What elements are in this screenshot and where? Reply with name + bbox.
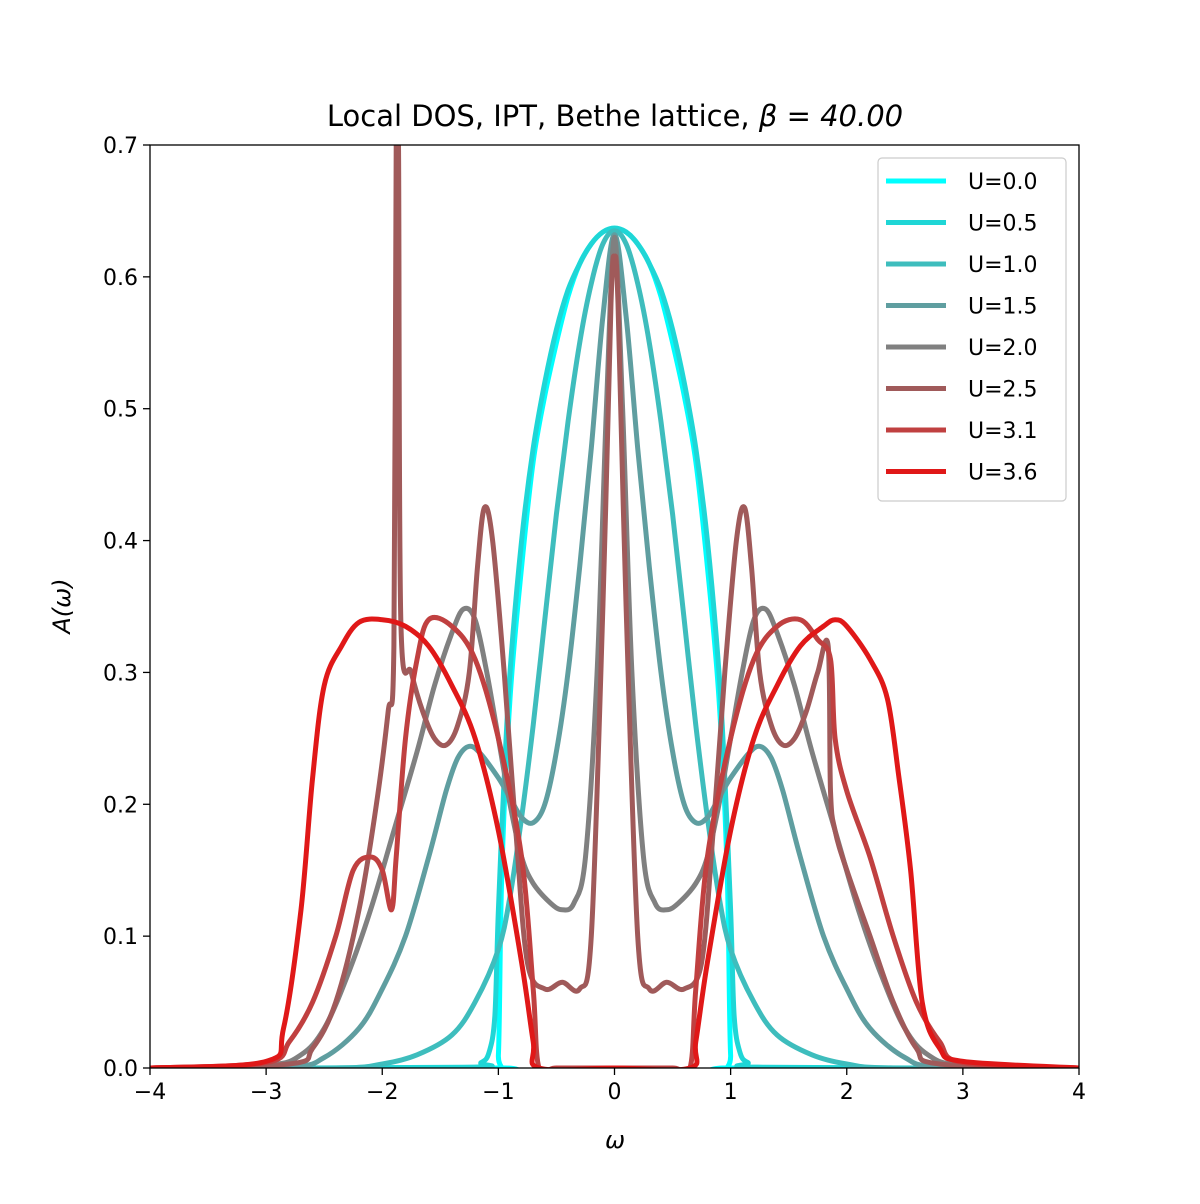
- x-tick-label: 0: [608, 1080, 622, 1105]
- series-line-u-3-1: [150, 614, 1079, 1068]
- y-axis-title: A(ω): [48, 578, 76, 635]
- x-tick-label: 1: [724, 1080, 738, 1105]
- legend: U=0.0 U=0.5 U=1.0 U=1.5 U=2.0 U=2.5 U=3.1 U=3.6: [877, 157, 1067, 502]
- series-line-u-2-0: [150, 234, 1079, 1068]
- y-tick-label: 0.0: [103, 1057, 138, 1082]
- legend-label: U=0.0: [968, 170, 1038, 195]
- legend-label: U=2.5: [968, 378, 1038, 403]
- chart-title-text: Local DOS, IPT, Bethe lattice,: [327, 99, 759, 133]
- y-tick-label: 0.7: [103, 134, 138, 159]
- legend-box: [877, 157, 1067, 502]
- y-tick-label: 0.5: [103, 398, 138, 423]
- legend-label: U=3.1: [968, 419, 1038, 444]
- series-line-u-1-0: [150, 228, 1079, 1068]
- series-line-u-0-5: [150, 225, 1079, 1068]
- series-layer: [150, 145, 1079, 1068]
- series-line-u-3-6: [150, 616, 1079, 1068]
- legend-label: U=2.0: [968, 336, 1038, 361]
- y-tick-label: 0.6: [103, 266, 138, 291]
- series-line-u-2-5: [150, 145, 1079, 1068]
- y-axis: 0.0 0.1 0.2 0.3 0.4 0.5 0.6 0.7: [103, 134, 150, 1082]
- x-tick-label: 4: [1072, 1080, 1086, 1105]
- y-tick-label: 0.1: [103, 925, 138, 950]
- chart-title: Local DOS, IPT, Bethe lattice, β = 40.00: [327, 99, 903, 133]
- x-tick-label: −4: [134, 1080, 166, 1105]
- x-tick-label: −1: [482, 1080, 514, 1105]
- x-axis-title: ω: [605, 1126, 625, 1154]
- y-tick-label: 0.4: [103, 530, 138, 555]
- y-tick-label: 0.2: [103, 793, 138, 818]
- x-tick-label: −2: [366, 1080, 398, 1105]
- y-tick-label: 0.3: [103, 661, 138, 686]
- legend-label: U=3.6: [968, 461, 1038, 486]
- chart-title-math: β = 40.00: [758, 99, 903, 133]
- series-line-u-1-5: [150, 232, 1079, 1068]
- legend-label: U=1.0: [968, 253, 1038, 278]
- x-tick-label: 2: [840, 1080, 854, 1105]
- legend-label: U=1.5: [968, 295, 1038, 320]
- x-tick-label: 3: [956, 1080, 970, 1105]
- x-tick-label: −3: [250, 1080, 282, 1105]
- x-axis: −4 −3 −2 −1 0 1 2 3 4: [134, 1068, 1086, 1105]
- legend-label: U=0.5: [968, 212, 1038, 237]
